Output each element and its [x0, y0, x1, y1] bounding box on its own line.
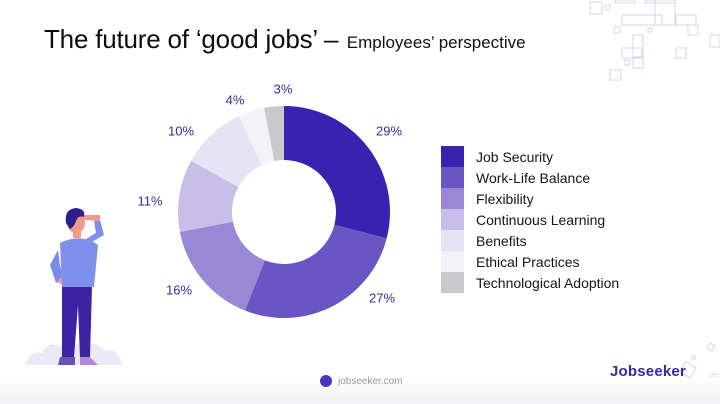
- legend-item-technological-adoption: Technological Adoption: [441, 272, 619, 293]
- legend-swatch: [441, 188, 464, 209]
- legend-swatch: [441, 272, 464, 293]
- donut-slices: [178, 106, 390, 318]
- legend-swatch: [441, 209, 464, 230]
- label-flexibility: 16%: [165, 282, 193, 298]
- person-illustration: [25, 208, 122, 365]
- donut-slice-flexibility: [179, 221, 265, 311]
- site-url: jobseeker.com: [338, 375, 403, 387]
- donut-slice-technological-adoption: [264, 106, 284, 161]
- legend-swatch: [441, 251, 464, 272]
- legend-swatch: [441, 146, 464, 167]
- label-work-life-balance: 27%: [368, 290, 396, 306]
- legend-swatch: [441, 230, 464, 251]
- footer-site: jobseeker.com: [320, 375, 402, 387]
- legend-label: Technological Adoption: [476, 274, 620, 291]
- donut-slice-ethical-practices: [238, 107, 275, 165]
- title-main: The future of ‘good jobs’ –: [44, 24, 339, 54]
- legend-item-job-security: Job Security: [441, 146, 619, 167]
- chart-legend: Job Security Work-Life Balance Flexibili…: [441, 146, 619, 293]
- label-job-security: 29%: [375, 123, 403, 139]
- label-benefits: 10%: [167, 123, 195, 139]
- donut-slice-job-security: [284, 106, 390, 239]
- legend-label: Ethical Practices: [476, 253, 580, 270]
- legend-label: Benefits: [476, 232, 527, 249]
- footer-bar: [0, 378, 720, 404]
- legend-label: Flexibility: [476, 190, 534, 207]
- title-subtitle: Employees’ perspective: [346, 33, 526, 52]
- donut-slice-benefits: [191, 116, 262, 187]
- legend-item-ethical-practices: Ethical Practices: [441, 251, 619, 272]
- legend-item-benefits: Benefits: [441, 230, 619, 251]
- legend-item-work-life-balance: Work-Life Balance: [441, 167, 619, 188]
- legend-item-continuous-learning: Continuous Learning: [441, 209, 619, 230]
- page-title: The future of ‘good jobs’ – Employees’ p…: [44, 24, 526, 55]
- legend-item-flexibility: Flexibility: [441, 188, 619, 209]
- brand-logo: Jobseeker: [610, 363, 687, 380]
- legend-label: Continuous Learning: [476, 211, 606, 228]
- label-continuous-learning: 11%: [137, 193, 163, 209]
- legend-label: Job Security: [476, 148, 554, 165]
- label-technological-adoption: 3%: [273, 81, 293, 97]
- donut-slice-work-life-balance: [244, 224, 387, 318]
- donut-slice-continuous-learning: [178, 160, 239, 232]
- jobseeker-smile-icon: [320, 375, 332, 387]
- label-ethical-practices: 4%: [225, 92, 245, 108]
- legend-swatch: [441, 167, 464, 188]
- decorative-squares-top-right: [589, 0, 720, 81]
- legend-label: Work-Life Balance: [476, 169, 591, 186]
